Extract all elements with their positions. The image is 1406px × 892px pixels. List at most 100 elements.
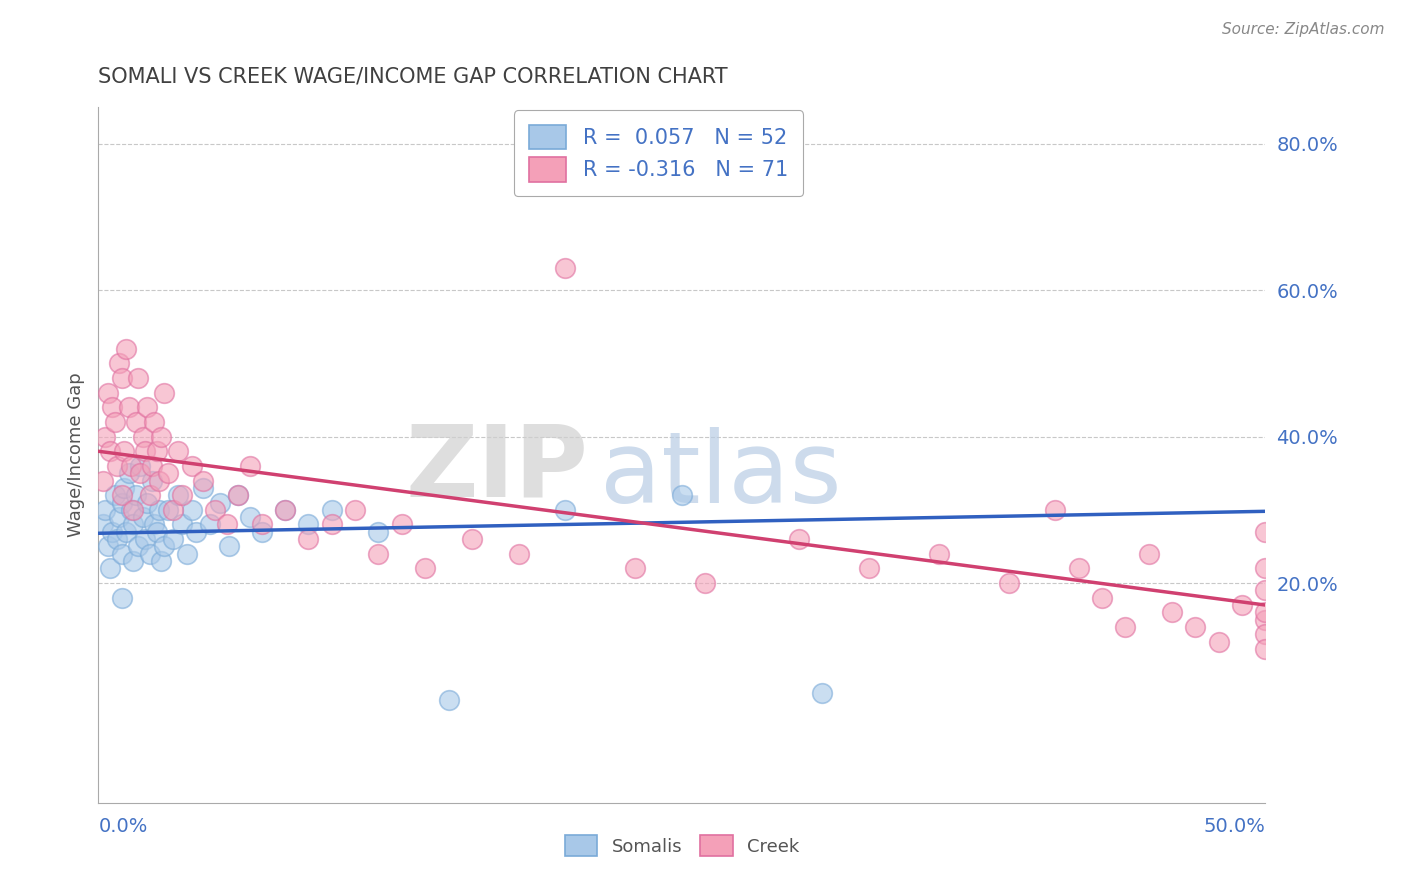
Point bbox=[250, 524, 273, 539]
Point bbox=[1045, 503, 1067, 517]
Point bbox=[101, 524, 124, 539]
Point bbox=[1254, 627, 1277, 641]
Point bbox=[186, 524, 208, 539]
Point bbox=[108, 510, 131, 524]
Point bbox=[122, 517, 145, 532]
Point bbox=[321, 503, 343, 517]
Point bbox=[115, 524, 138, 539]
Point bbox=[104, 488, 127, 502]
Point bbox=[391, 517, 413, 532]
Point bbox=[297, 517, 319, 532]
Point bbox=[250, 517, 273, 532]
Point bbox=[111, 488, 134, 502]
Point bbox=[98, 444, 121, 458]
Point bbox=[274, 503, 297, 517]
Point bbox=[1184, 620, 1206, 634]
Point bbox=[162, 532, 184, 546]
Point bbox=[1254, 642, 1277, 657]
Point bbox=[122, 503, 145, 517]
Point bbox=[200, 517, 222, 532]
Point bbox=[811, 686, 834, 700]
Point bbox=[94, 429, 117, 443]
Point bbox=[150, 554, 173, 568]
Text: SOMALI VS CREEK WAGE/INCOME GAP CORRELATION CHART: SOMALI VS CREEK WAGE/INCOME GAP CORRELAT… bbox=[98, 66, 728, 86]
Point bbox=[118, 401, 141, 415]
Point bbox=[215, 517, 238, 532]
Point bbox=[125, 488, 148, 502]
Point bbox=[132, 510, 155, 524]
Point bbox=[193, 474, 215, 488]
Point bbox=[193, 481, 215, 495]
Point bbox=[108, 356, 131, 370]
Point bbox=[97, 540, 120, 554]
Text: ZIP: ZIP bbox=[406, 420, 589, 517]
Point bbox=[1254, 606, 1277, 620]
Point bbox=[208, 495, 231, 509]
Point bbox=[180, 458, 202, 473]
Point bbox=[858, 561, 880, 575]
Point bbox=[112, 444, 135, 458]
Point bbox=[94, 503, 117, 517]
Text: atlas: atlas bbox=[600, 427, 842, 524]
Point bbox=[172, 488, 194, 502]
Point bbox=[176, 547, 198, 561]
Point bbox=[1208, 634, 1230, 648]
Point bbox=[297, 532, 319, 546]
Point bbox=[204, 503, 226, 517]
Point bbox=[437, 693, 460, 707]
Point bbox=[148, 503, 170, 517]
Point bbox=[111, 495, 134, 509]
Point bbox=[1114, 620, 1136, 634]
Point bbox=[143, 517, 166, 532]
Point bbox=[120, 458, 142, 473]
Point bbox=[997, 576, 1019, 591]
Point bbox=[141, 458, 163, 473]
Point bbox=[112, 481, 135, 495]
Point bbox=[228, 488, 250, 502]
Point bbox=[671, 488, 693, 502]
Point bbox=[1254, 524, 1277, 539]
Point bbox=[367, 547, 389, 561]
Point bbox=[105, 458, 128, 473]
Point bbox=[129, 458, 152, 473]
Point bbox=[104, 415, 127, 429]
Text: Source: ZipAtlas.com: Source: ZipAtlas.com bbox=[1222, 22, 1385, 37]
Point bbox=[148, 474, 170, 488]
Point bbox=[413, 561, 436, 575]
Point bbox=[1137, 547, 1160, 561]
Point bbox=[274, 503, 297, 517]
Point bbox=[118, 467, 141, 481]
Point bbox=[134, 532, 156, 546]
Point bbox=[136, 401, 159, 415]
Point bbox=[111, 591, 134, 605]
Point bbox=[97, 385, 120, 400]
Point bbox=[162, 503, 184, 517]
Point bbox=[172, 517, 194, 532]
Point bbox=[136, 495, 159, 509]
Point bbox=[127, 371, 149, 385]
Point bbox=[111, 547, 134, 561]
Point bbox=[321, 517, 343, 532]
Point bbox=[129, 467, 152, 481]
Legend: Somalis, Creek: Somalis, Creek bbox=[557, 828, 807, 863]
Point bbox=[120, 503, 142, 517]
Point bbox=[132, 429, 155, 443]
Text: 0.0%: 0.0% bbox=[98, 817, 148, 837]
Point bbox=[1254, 613, 1277, 627]
Point bbox=[1230, 598, 1253, 612]
Point bbox=[1067, 561, 1090, 575]
Point bbox=[150, 429, 173, 443]
Point bbox=[152, 540, 174, 554]
Point bbox=[1254, 561, 1277, 575]
Point bbox=[228, 488, 250, 502]
Point bbox=[125, 415, 148, 429]
Point bbox=[1091, 591, 1114, 605]
Point bbox=[218, 540, 240, 554]
Point bbox=[1161, 606, 1184, 620]
Point bbox=[239, 510, 262, 524]
Point bbox=[624, 561, 647, 575]
Point bbox=[461, 532, 484, 546]
Point bbox=[1254, 583, 1277, 598]
Y-axis label: Wage/Income Gap: Wage/Income Gap bbox=[66, 373, 84, 537]
Point bbox=[928, 547, 950, 561]
